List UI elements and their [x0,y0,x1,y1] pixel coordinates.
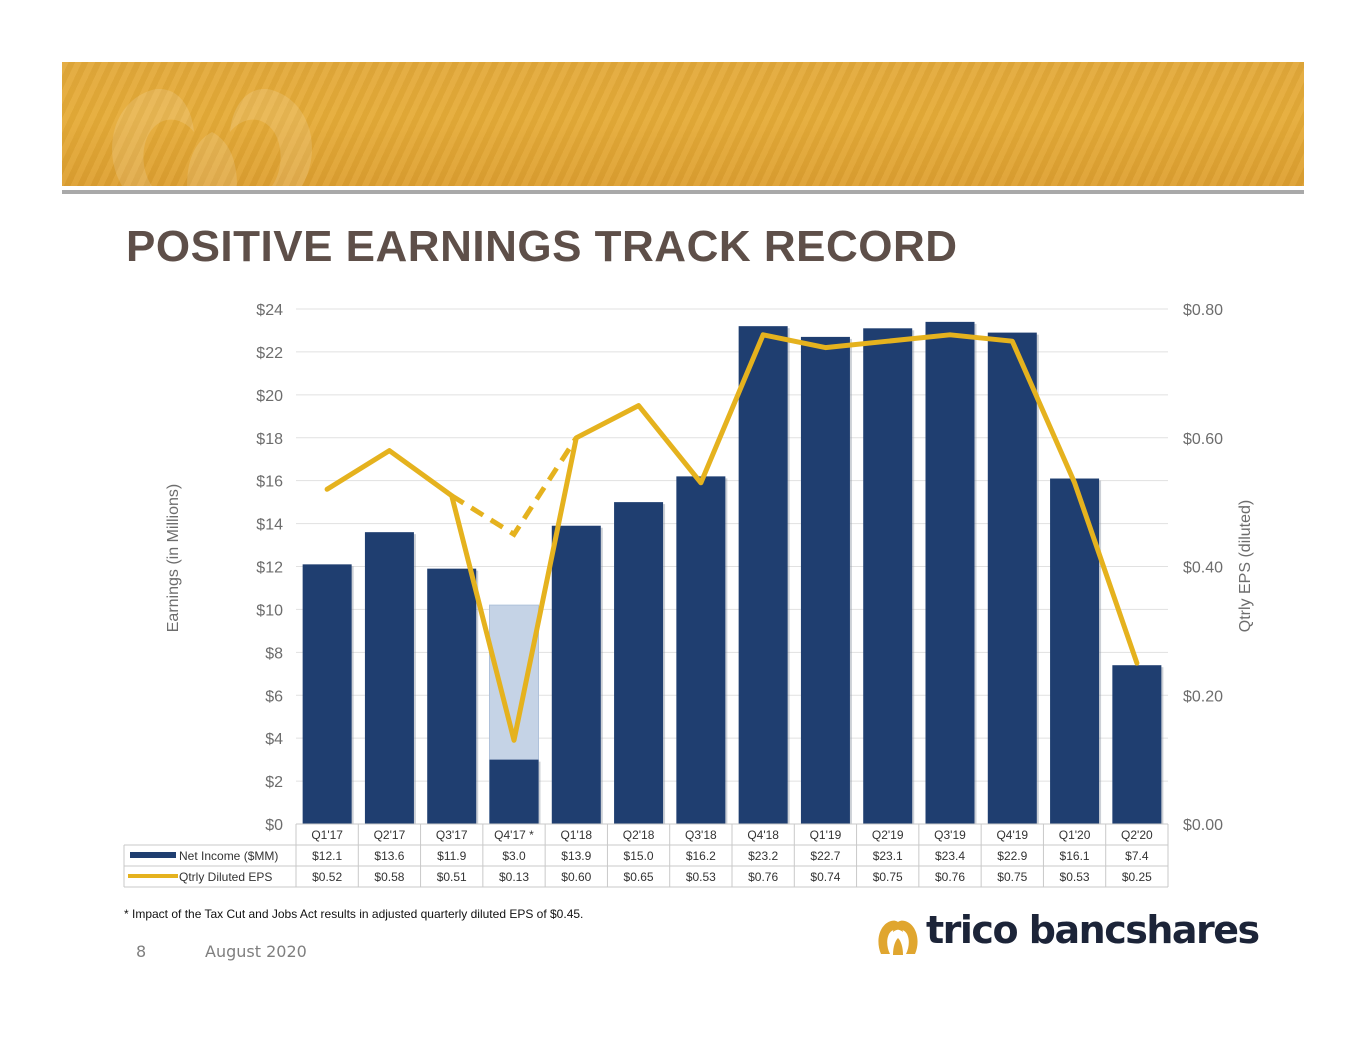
net-income-value: $13.6 [374,849,404,863]
left-tick-label: $10 [256,602,283,619]
net-income-value: $13.9 [561,849,591,863]
header-banner [62,62,1304,186]
net-income-bar [302,564,352,824]
category-label: Q3'19 [934,828,966,842]
net-income-bar [987,332,1037,824]
eps-value: $0.74 [810,870,840,884]
net-income-bar [489,759,539,824]
eps-legend-label: Qtrly Diluted EPS [179,870,272,884]
category-label: Q2'18 [623,828,655,842]
left-tick-label: $22 [256,345,283,362]
left-tick-label: $4 [265,731,283,748]
page-title: POSITIVE EARNINGS TRACK RECORD [126,222,958,271]
eps-value: $0.76 [748,870,778,884]
net-income-value: $15.0 [624,849,654,863]
net-income-value: $3.0 [502,849,526,863]
net-income-bar [738,326,788,824]
category-label: Q4'17 * [494,828,534,842]
eps-value: $0.60 [561,870,591,884]
net-income-value: $16.1 [1060,849,1090,863]
category-label: Q2'20 [1121,828,1153,842]
eps-value: $0.13 [499,870,529,884]
category-label: Q2'17 [374,828,406,842]
net-income-bar [1112,665,1162,824]
right-tick-label: $0.40 [1183,560,1223,577]
left-tick-label: $6 [265,688,283,705]
left-tick-label: $20 [256,388,283,405]
eps-value: $0.51 [437,870,467,884]
category-label: Q3'18 [685,828,717,842]
eps-value: $0.65 [624,870,654,884]
banner-rule [62,190,1304,194]
left-tick-label: $16 [256,474,283,491]
logo-text: trico bancshares [926,908,1260,952]
net-income-bar [800,336,850,824]
net-income-value: $23.2 [748,849,778,863]
page-date: August 2020 [205,942,307,961]
logo-mark-icon [878,920,918,955]
eps-value: $0.53 [1060,870,1090,884]
left-tick-label: $0 [265,817,283,834]
left-tick-label: $14 [256,517,283,534]
footnote: * Impact of the Tax Cut and Jobs Act res… [124,907,584,921]
category-label: Q1'17 [311,828,343,842]
right-tick-label: $0.20 [1183,688,1223,705]
category-label: Q4'19 [996,828,1028,842]
net-income-value: $23.4 [935,849,965,863]
net-income-value: $16.2 [686,849,716,863]
net-income-bar [863,328,913,824]
watermark-logo-icon [112,89,312,186]
right-tick-label: $0.00 [1183,817,1223,834]
net-income-bar [364,532,414,824]
category-label: Q3'17 [436,828,468,842]
eps-value: $0.53 [686,870,716,884]
trico-logo: trico bancshares [874,908,1260,956]
net-income-value: $22.7 [810,849,840,863]
left-tick-label: $8 [265,645,283,662]
left-axis-title: Earnings (in Millions) [165,484,182,633]
left-tick-label: $24 [256,302,283,319]
eps-value: $0.75 [873,870,903,884]
category-label: Q2'19 [872,828,904,842]
net-income-bar [614,502,664,824]
net-income-bar [676,476,726,824]
eps-value: $0.76 [935,870,965,884]
page-number: 8 [136,942,147,961]
left-tick-label: $12 [256,560,283,577]
category-label: Q1'18 [560,828,592,842]
net-income-bar [551,525,601,824]
banner-texture [62,62,1304,186]
net-income-bar [427,568,477,824]
net-income-value: $22.9 [997,849,1027,863]
eps-value: $0.25 [1122,870,1152,884]
net-income-value: $12.1 [312,849,342,863]
net-income-value: $23.1 [873,849,903,863]
right-tick-label: $0.60 [1183,431,1223,448]
category-label: Q1'19 [810,828,842,842]
net-income-legend-key [130,852,176,858]
eps-value: $0.75 [997,870,1027,884]
left-tick-label: $18 [256,431,283,448]
eps-value: $0.52 [312,870,342,884]
eps-line [324,332,1140,743]
right-axis-title: Qtrly EPS (diluted) [1237,500,1254,632]
net-income-value: $11.9 [437,849,466,863]
right-tick-label: $0.80 [1183,302,1223,319]
net-income-value: $7.4 [1125,849,1149,863]
net-income-legend-label: Net Income ($MM) [179,849,278,863]
left-tick-label: $2 [265,774,283,791]
eps-value: $0.58 [374,870,404,884]
category-label: Q1'20 [1059,828,1091,842]
net-income-bar [925,321,975,824]
category-label: Q4'18 [747,828,779,842]
eps-adjusted-line [450,436,579,538]
